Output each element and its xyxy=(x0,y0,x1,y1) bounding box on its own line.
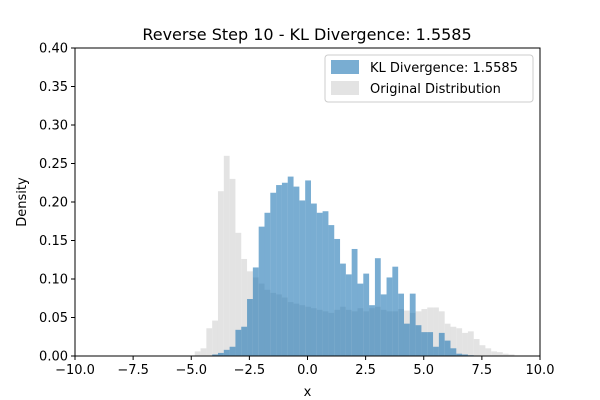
x-tick-label: 10.0 xyxy=(526,363,555,378)
kl-bar xyxy=(288,177,294,356)
original-bar xyxy=(468,331,474,356)
original-bar xyxy=(224,156,230,356)
kl-bar xyxy=(323,211,329,356)
y-tick-label: 0.00 xyxy=(39,350,68,365)
y-tick-label: 0.10 xyxy=(39,273,68,288)
kl-bar xyxy=(224,350,230,356)
x-tick-label: −10.0 xyxy=(55,363,95,378)
y-tick-label: 0.25 xyxy=(39,157,68,172)
y-tick-label: 0.30 xyxy=(39,119,68,134)
kl-bar xyxy=(387,277,393,356)
kl-bar xyxy=(340,264,346,356)
kl-bar xyxy=(352,249,358,356)
kl-bar xyxy=(450,348,456,356)
kl-bar xyxy=(334,239,340,356)
y-tick-label: 0.40 xyxy=(39,42,68,57)
kl-bar xyxy=(416,325,422,356)
kl-bar xyxy=(421,332,427,356)
kl-bar xyxy=(369,305,375,356)
x-axis-label: x xyxy=(304,385,312,400)
kl-bar xyxy=(346,274,352,356)
y-tick-label: 0.35 xyxy=(39,80,68,95)
kl-bar xyxy=(328,225,334,356)
kl-bar xyxy=(392,267,398,356)
kl-bar xyxy=(433,347,439,356)
kl-bar xyxy=(311,204,317,356)
kl-bar xyxy=(294,187,300,356)
original-bar xyxy=(230,179,236,356)
original-bar xyxy=(491,351,497,356)
y-axis-label: Density xyxy=(15,177,30,227)
kl-bar xyxy=(247,299,253,356)
kl-bar xyxy=(264,213,270,356)
kl-bar xyxy=(270,193,276,356)
original-bar xyxy=(480,345,486,356)
x-tick-label: 7.5 xyxy=(472,363,493,378)
kl-bar xyxy=(410,294,416,356)
x-tick-label: −5.0 xyxy=(175,363,207,378)
legend: KL Divergence: 1.5585 Original Distribut… xyxy=(325,55,533,102)
original-bar xyxy=(206,328,212,356)
original-bar xyxy=(201,348,207,356)
original-bar xyxy=(218,191,224,356)
original-bar xyxy=(485,348,491,356)
y-tick-label: 0.20 xyxy=(39,196,68,211)
kl-bar xyxy=(317,213,323,356)
original-bar xyxy=(497,352,503,356)
kl-bar xyxy=(299,200,305,356)
original-bar xyxy=(195,351,201,356)
legend-swatch-kl xyxy=(331,60,359,74)
kl-bar xyxy=(445,341,451,356)
y-tick-label: 0.05 xyxy=(39,311,68,326)
kl-bar xyxy=(427,332,433,356)
original-bar xyxy=(474,339,480,356)
x-tick-label: 0.0 xyxy=(297,363,318,378)
chart-title: Reverse Step 10 - KL Divergence: 1.5585 xyxy=(142,25,471,44)
legend-label-original: Original Distribution xyxy=(370,82,501,97)
original-bar xyxy=(456,328,462,356)
x-tick-label: 2.5 xyxy=(355,363,376,378)
x-tick-label: −7.5 xyxy=(117,363,149,378)
kl-bar xyxy=(398,294,404,356)
legend-swatch-original xyxy=(331,81,359,95)
kl-bar xyxy=(363,274,369,356)
kl-bar xyxy=(375,258,381,356)
kl-bar xyxy=(357,284,363,356)
kl-bar xyxy=(305,180,311,356)
original-bar xyxy=(212,321,218,356)
kl-bar xyxy=(282,183,288,356)
x-tick-label: 5.0 xyxy=(413,363,434,378)
legend-label-kl: KL Divergence: 1.5585 xyxy=(370,61,518,76)
kl-bar xyxy=(439,333,445,356)
kl-bar xyxy=(253,267,259,356)
kl-bar xyxy=(381,294,387,356)
kl-bar xyxy=(276,185,282,356)
kl-bar xyxy=(235,330,241,356)
kl-bar xyxy=(230,347,236,356)
kl-bar xyxy=(259,227,265,356)
original-bar xyxy=(462,333,468,356)
kl-bar xyxy=(404,324,410,356)
x-tick-label: −2.5 xyxy=(234,363,266,378)
kl-bar xyxy=(241,327,247,356)
y-tick-label: 0.15 xyxy=(39,234,68,249)
